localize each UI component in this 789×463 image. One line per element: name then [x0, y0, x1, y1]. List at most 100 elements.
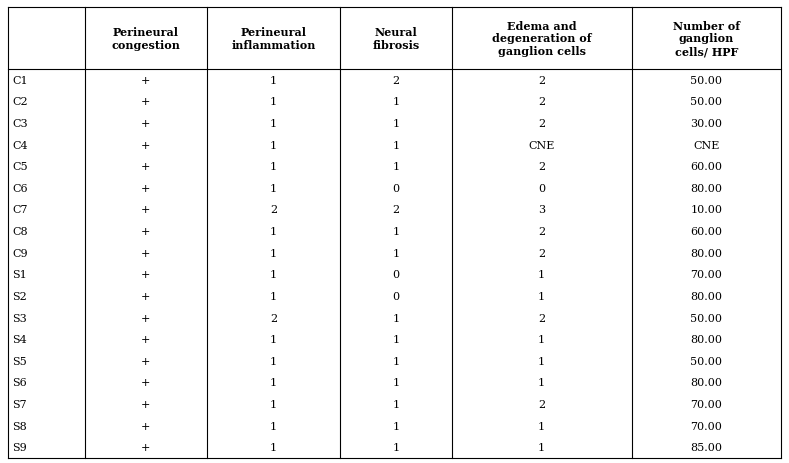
Text: 1: 1	[392, 399, 399, 409]
Text: 2: 2	[538, 399, 545, 409]
Text: 1: 1	[392, 377, 399, 388]
Text: CNE: CNE	[694, 140, 720, 150]
Text: +: +	[141, 248, 151, 258]
Text: 1: 1	[392, 334, 399, 344]
Text: 50.00: 50.00	[690, 313, 723, 323]
Text: 1: 1	[392, 313, 399, 323]
Text: 2: 2	[392, 205, 399, 215]
Text: +: +	[141, 334, 151, 344]
Text: 1: 1	[538, 356, 545, 366]
Text: C9: C9	[12, 248, 28, 258]
Text: 0: 0	[392, 291, 399, 301]
Text: 1: 1	[538, 421, 545, 431]
Text: 1: 1	[392, 119, 399, 129]
Text: +: +	[141, 421, 151, 431]
Text: 1: 1	[270, 399, 277, 409]
Text: 1: 1	[270, 377, 277, 388]
Text: C7: C7	[12, 205, 28, 215]
Text: C5: C5	[12, 162, 28, 172]
Text: 0: 0	[538, 183, 545, 194]
Text: 80.00: 80.00	[690, 377, 723, 388]
Text: C1: C1	[12, 75, 28, 86]
Text: 1: 1	[270, 334, 277, 344]
Text: 10.00: 10.00	[690, 205, 723, 215]
Text: 60.00: 60.00	[690, 226, 723, 237]
Text: 1: 1	[270, 291, 277, 301]
Text: 0: 0	[392, 270, 399, 280]
Text: 1: 1	[538, 442, 545, 452]
Text: 70.00: 70.00	[690, 270, 722, 280]
Text: 1: 1	[392, 421, 399, 431]
Text: Neural
fibrosis: Neural fibrosis	[372, 27, 420, 51]
Text: +: +	[141, 356, 151, 366]
Text: S6: S6	[12, 377, 27, 388]
Text: C6: C6	[12, 183, 28, 194]
Text: 1: 1	[270, 162, 277, 172]
Text: 1: 1	[270, 226, 277, 237]
Text: 2: 2	[538, 248, 545, 258]
Text: CNE: CNE	[529, 140, 555, 150]
Text: 1: 1	[392, 356, 399, 366]
Text: Perineural
inflammation: Perineural inflammation	[231, 27, 316, 51]
Text: 2: 2	[392, 75, 399, 86]
Text: S8: S8	[12, 421, 27, 431]
Text: S5: S5	[12, 356, 27, 366]
Text: +: +	[141, 377, 151, 388]
Text: 2: 2	[270, 313, 277, 323]
Text: 80.00: 80.00	[690, 334, 723, 344]
Text: +: +	[141, 183, 151, 194]
Text: 0: 0	[392, 183, 399, 194]
Text: 1: 1	[270, 183, 277, 194]
Text: 1: 1	[538, 270, 545, 280]
Text: +: +	[141, 140, 151, 150]
Text: 1: 1	[392, 226, 399, 237]
Text: 3: 3	[538, 205, 545, 215]
Text: 1: 1	[270, 97, 277, 107]
Text: C4: C4	[12, 140, 28, 150]
Text: 2: 2	[538, 75, 545, 86]
Text: S3: S3	[12, 313, 27, 323]
Text: 2: 2	[538, 313, 545, 323]
Text: 1: 1	[538, 377, 545, 388]
Text: 1: 1	[270, 442, 277, 452]
Text: 1: 1	[392, 248, 399, 258]
Text: +: +	[141, 270, 151, 280]
Text: Edema and
degeneration of
ganglion cells: Edema and degeneration of ganglion cells	[492, 21, 592, 57]
Text: 2: 2	[538, 97, 545, 107]
Text: 1: 1	[270, 356, 277, 366]
Text: 1: 1	[270, 75, 277, 86]
Text: 50.00: 50.00	[690, 75, 723, 86]
Text: 2: 2	[270, 205, 277, 215]
Text: 1: 1	[392, 442, 399, 452]
Text: C3: C3	[12, 119, 28, 129]
Text: 80.00: 80.00	[690, 291, 723, 301]
Text: 2: 2	[538, 119, 545, 129]
Text: 2: 2	[538, 162, 545, 172]
Text: 1: 1	[392, 140, 399, 150]
Text: +: +	[141, 75, 151, 86]
Text: 80.00: 80.00	[690, 248, 723, 258]
Text: +: +	[141, 162, 151, 172]
Text: C2: C2	[12, 97, 28, 107]
Text: 1: 1	[270, 421, 277, 431]
Text: +: +	[141, 399, 151, 409]
Text: +: +	[141, 97, 151, 107]
Text: +: +	[141, 291, 151, 301]
Text: 1: 1	[270, 270, 277, 280]
Text: 50.00: 50.00	[690, 356, 723, 366]
Text: S9: S9	[12, 442, 27, 452]
Text: 60.00: 60.00	[690, 162, 723, 172]
Text: C8: C8	[12, 226, 28, 237]
Text: 1: 1	[392, 97, 399, 107]
Text: S2: S2	[12, 291, 27, 301]
Text: 80.00: 80.00	[690, 183, 723, 194]
Text: S4: S4	[12, 334, 27, 344]
Text: S7: S7	[12, 399, 27, 409]
Text: 50.00: 50.00	[690, 97, 723, 107]
Text: 70.00: 70.00	[690, 399, 722, 409]
Text: +: +	[141, 226, 151, 237]
Text: 2: 2	[538, 226, 545, 237]
Text: 1: 1	[538, 291, 545, 301]
Text: +: +	[141, 313, 151, 323]
Text: 1: 1	[270, 119, 277, 129]
